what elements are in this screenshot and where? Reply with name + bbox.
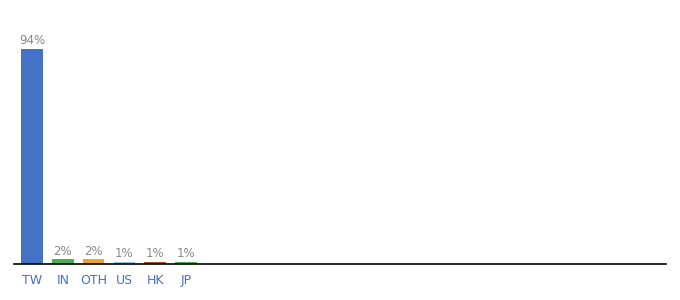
Bar <box>21 49 43 264</box>
Text: 94%: 94% <box>19 34 45 47</box>
Bar <box>175 262 197 264</box>
Text: 1%: 1% <box>177 247 195 260</box>
Text: 2%: 2% <box>84 244 103 258</box>
Bar <box>144 262 166 264</box>
Bar <box>83 260 105 264</box>
Text: 1%: 1% <box>146 247 165 260</box>
Text: 2%: 2% <box>54 244 72 258</box>
Text: 1%: 1% <box>115 247 134 260</box>
Bar <box>52 260 73 264</box>
Bar <box>114 262 135 264</box>
